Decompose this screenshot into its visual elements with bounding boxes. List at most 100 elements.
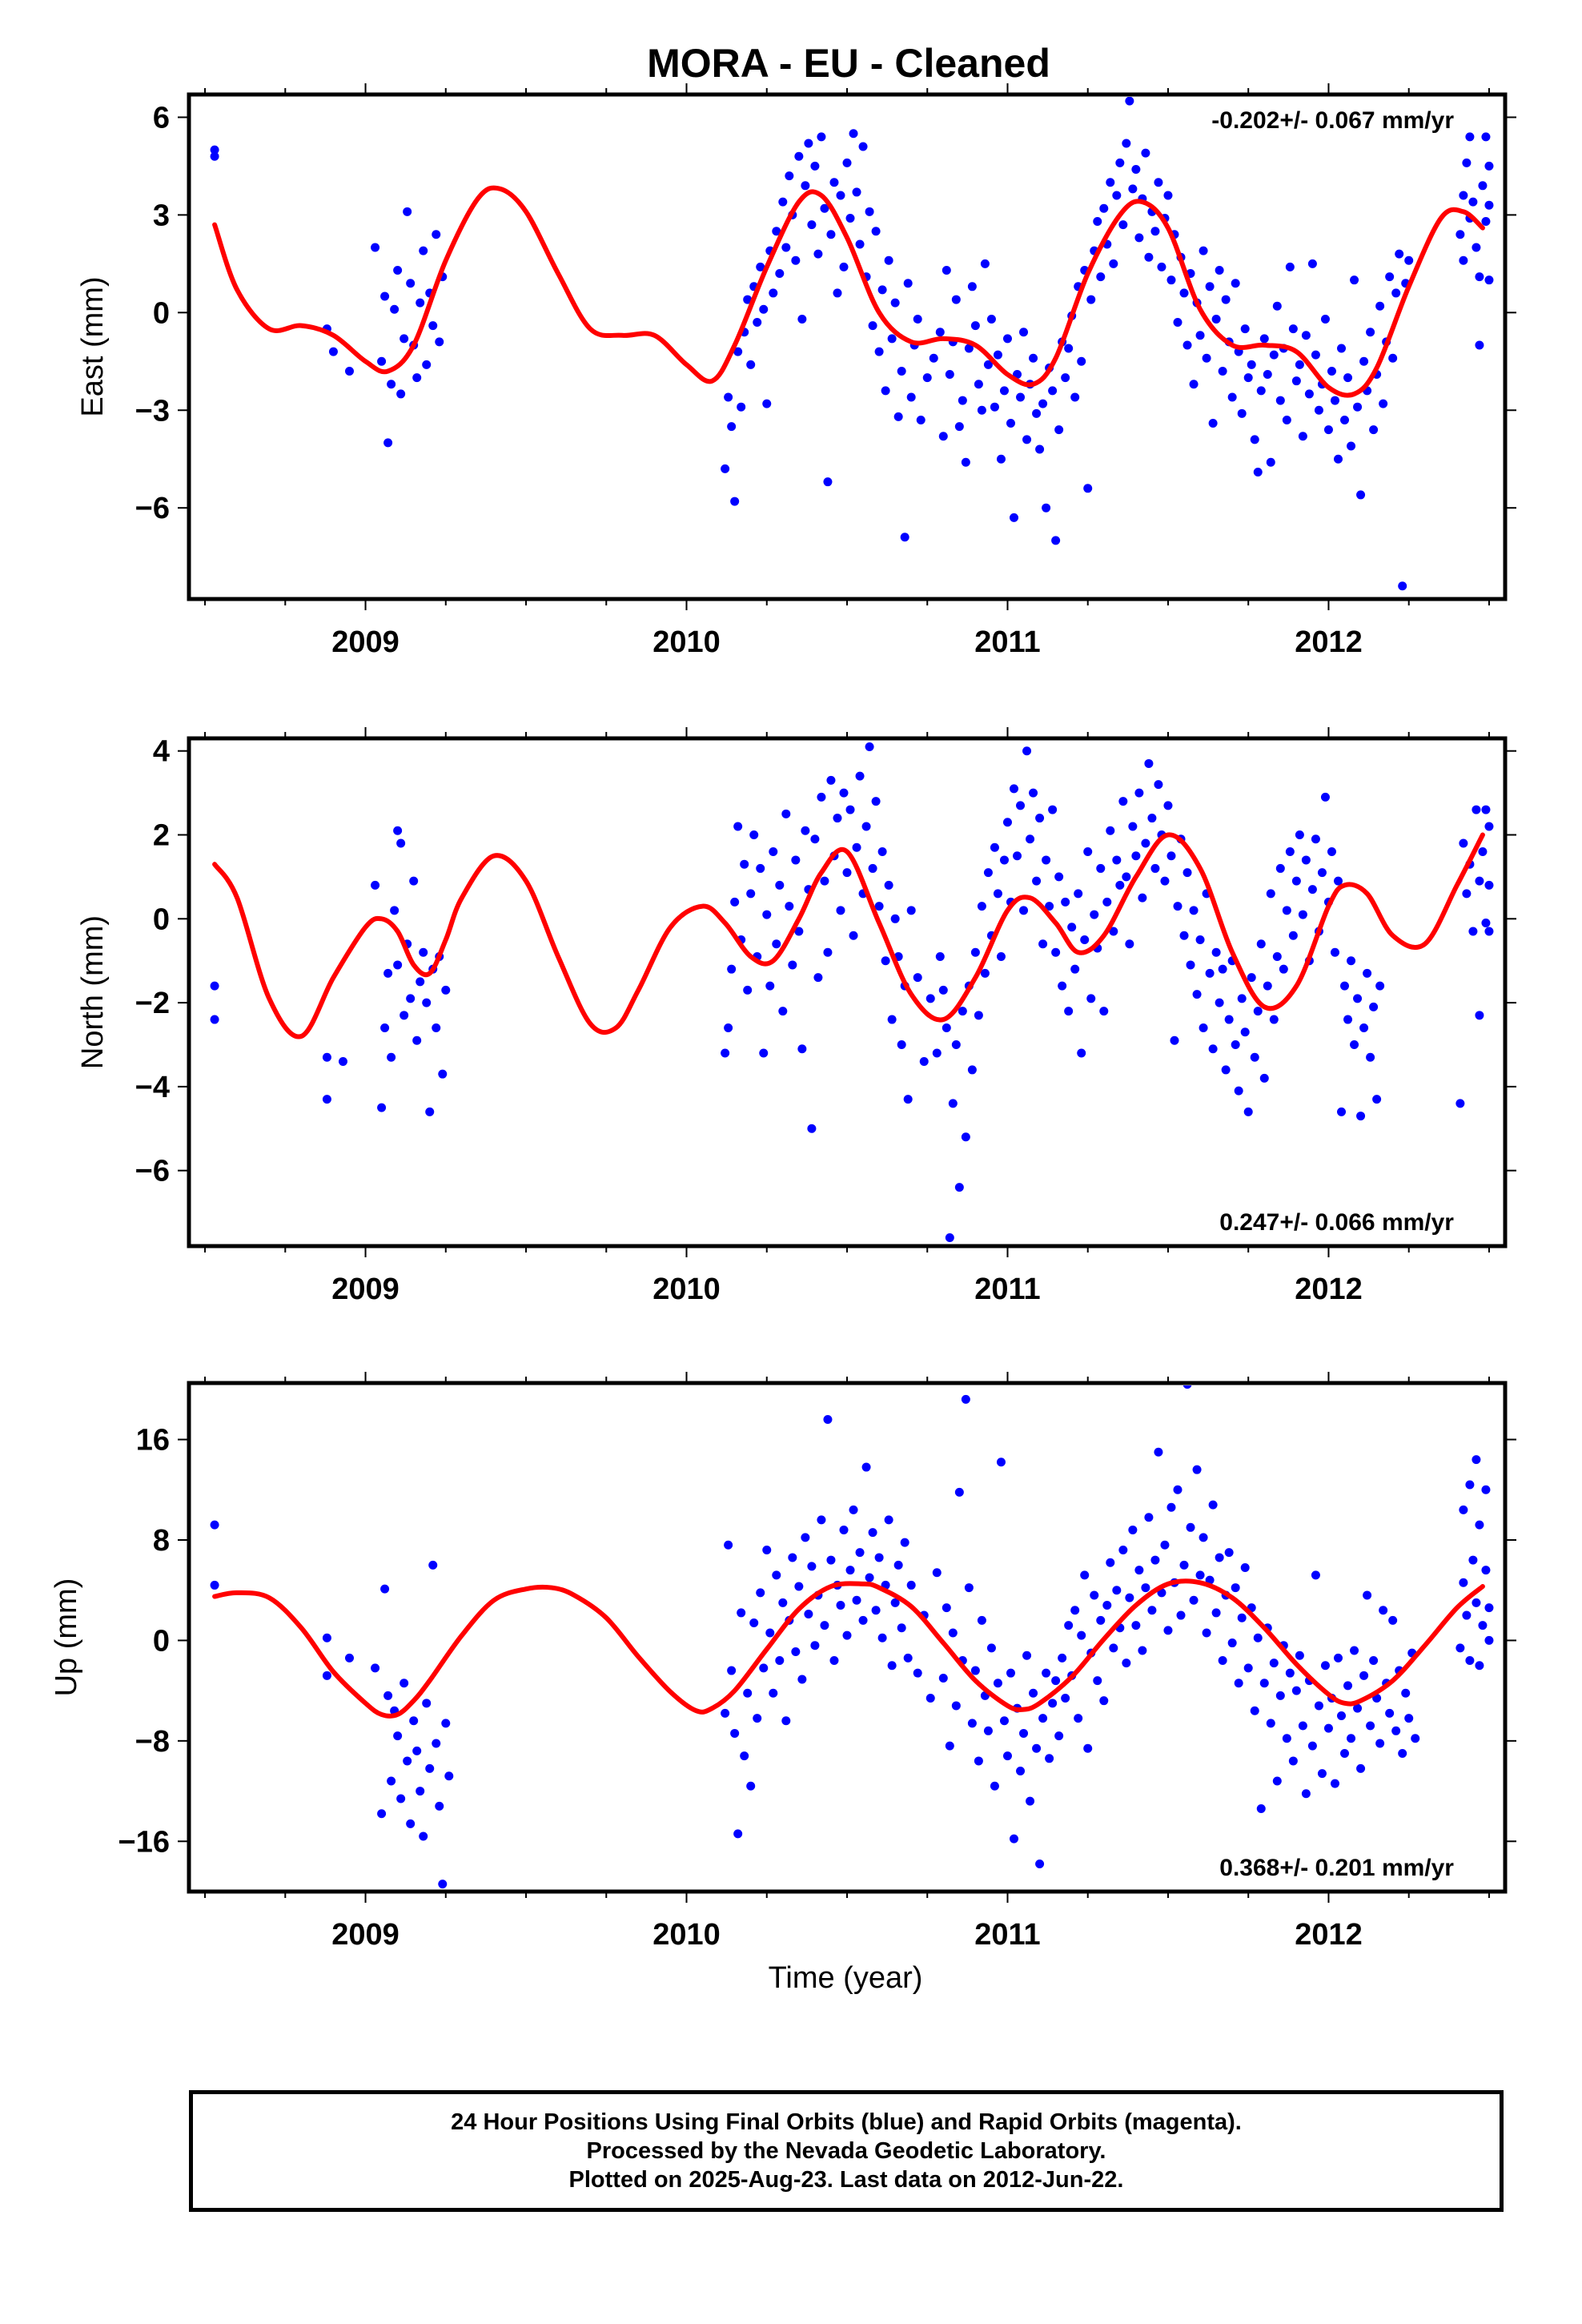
data-point bbox=[999, 1716, 1009, 1726]
data-point bbox=[1077, 1048, 1086, 1058]
data-point bbox=[762, 399, 772, 408]
data-point bbox=[1266, 889, 1275, 899]
data-point bbox=[425, 1107, 435, 1116]
data-point bbox=[1032, 1743, 1042, 1753]
data-point bbox=[810, 161, 820, 171]
data-point bbox=[393, 960, 403, 970]
data-point bbox=[1202, 353, 1211, 363]
data-point bbox=[1199, 246, 1208, 255]
data-point bbox=[1083, 1743, 1093, 1753]
data-point bbox=[884, 880, 893, 890]
data-point bbox=[842, 868, 852, 878]
data-point bbox=[993, 350, 1002, 360]
data-point bbox=[1016, 1766, 1026, 1775]
data-point bbox=[1472, 1598, 1481, 1607]
data-point bbox=[1456, 1643, 1465, 1653]
data-point bbox=[983, 1726, 993, 1735]
data-point bbox=[887, 334, 897, 344]
x-tick-label: 2012 bbox=[1295, 1918, 1363, 1952]
data-point bbox=[916, 415, 926, 424]
data-point bbox=[1330, 947, 1339, 957]
data-point bbox=[1118, 797, 1128, 806]
data-point bbox=[1359, 1023, 1369, 1033]
data-point bbox=[1019, 328, 1029, 337]
data-point bbox=[416, 977, 425, 987]
data-point bbox=[1347, 441, 1356, 451]
data-point bbox=[1205, 282, 1215, 292]
data-point bbox=[444, 1771, 454, 1781]
data-point bbox=[919, 1056, 929, 1066]
data-point bbox=[1359, 356, 1369, 366]
data-point bbox=[1353, 994, 1363, 1003]
data-point bbox=[794, 151, 804, 161]
data-point bbox=[390, 906, 400, 915]
data-point bbox=[1256, 939, 1266, 949]
data-point bbox=[852, 842, 861, 852]
data-point bbox=[980, 968, 990, 978]
data-point bbox=[1045, 902, 1054, 911]
data-point bbox=[1109, 259, 1118, 268]
data-point bbox=[935, 951, 945, 961]
data-point bbox=[1122, 1659, 1131, 1668]
data-point bbox=[322, 1052, 331, 1062]
data-point bbox=[1051, 947, 1061, 957]
data-point bbox=[871, 1606, 881, 1615]
data-point bbox=[974, 1011, 983, 1020]
data-point bbox=[1323, 1723, 1333, 1733]
data-point bbox=[1285, 262, 1295, 271]
data-point bbox=[993, 889, 1002, 899]
data-point bbox=[1298, 432, 1307, 441]
x-tick-label: 2011 bbox=[974, 1273, 1040, 1306]
data-point bbox=[1481, 1566, 1491, 1575]
data-point bbox=[1327, 846, 1336, 856]
data-point bbox=[1468, 927, 1478, 936]
data-point bbox=[1311, 350, 1320, 360]
data-point bbox=[788, 960, 797, 970]
data-point bbox=[1070, 1606, 1080, 1615]
data-point bbox=[396, 838, 406, 848]
data-point bbox=[868, 321, 877, 331]
data-point bbox=[383, 438, 393, 448]
data-point bbox=[807, 1562, 817, 1571]
data-point bbox=[1179, 1560, 1189, 1570]
data-point bbox=[977, 902, 986, 911]
data-point bbox=[1179, 931, 1189, 940]
data-point bbox=[1061, 373, 1070, 383]
data-point bbox=[801, 826, 810, 835]
data-point bbox=[1128, 184, 1138, 194]
data-point bbox=[432, 230, 441, 239]
data-point bbox=[1083, 846, 1093, 856]
data-point bbox=[986, 1643, 996, 1653]
data-point bbox=[377, 1809, 387, 1819]
data-point bbox=[322, 1095, 331, 1104]
data-point bbox=[1462, 158, 1472, 167]
data-point bbox=[1388, 1615, 1398, 1625]
data-point bbox=[733, 1829, 743, 1839]
data-point bbox=[797, 1044, 807, 1054]
data-point bbox=[727, 422, 737, 432]
data-point bbox=[1275, 863, 1285, 873]
data-point bbox=[1154, 178, 1163, 187]
data-point bbox=[1256, 1804, 1266, 1814]
data-point bbox=[419, 1831, 428, 1841]
data-point bbox=[772, 227, 781, 236]
data-point bbox=[1237, 994, 1247, 1003]
data-point bbox=[1086, 994, 1096, 1003]
data-point bbox=[833, 288, 842, 298]
data-point bbox=[967, 282, 977, 292]
data-point bbox=[1096, 1615, 1106, 1625]
data-point bbox=[1462, 1610, 1472, 1620]
data-point bbox=[1366, 1721, 1375, 1731]
data-point bbox=[1337, 344, 1347, 353]
data-point bbox=[1186, 1522, 1195, 1532]
data-point bbox=[1285, 846, 1295, 856]
data-point bbox=[1478, 1621, 1488, 1630]
data-point bbox=[1468, 1555, 1478, 1565]
data-point bbox=[996, 951, 1006, 961]
data-point bbox=[810, 1641, 820, 1651]
data-point bbox=[913, 1668, 922, 1678]
data-point bbox=[1141, 1583, 1150, 1593]
data-point bbox=[1208, 1500, 1218, 1510]
data-point bbox=[1295, 830, 1304, 840]
data-point bbox=[1048, 386, 1058, 396]
